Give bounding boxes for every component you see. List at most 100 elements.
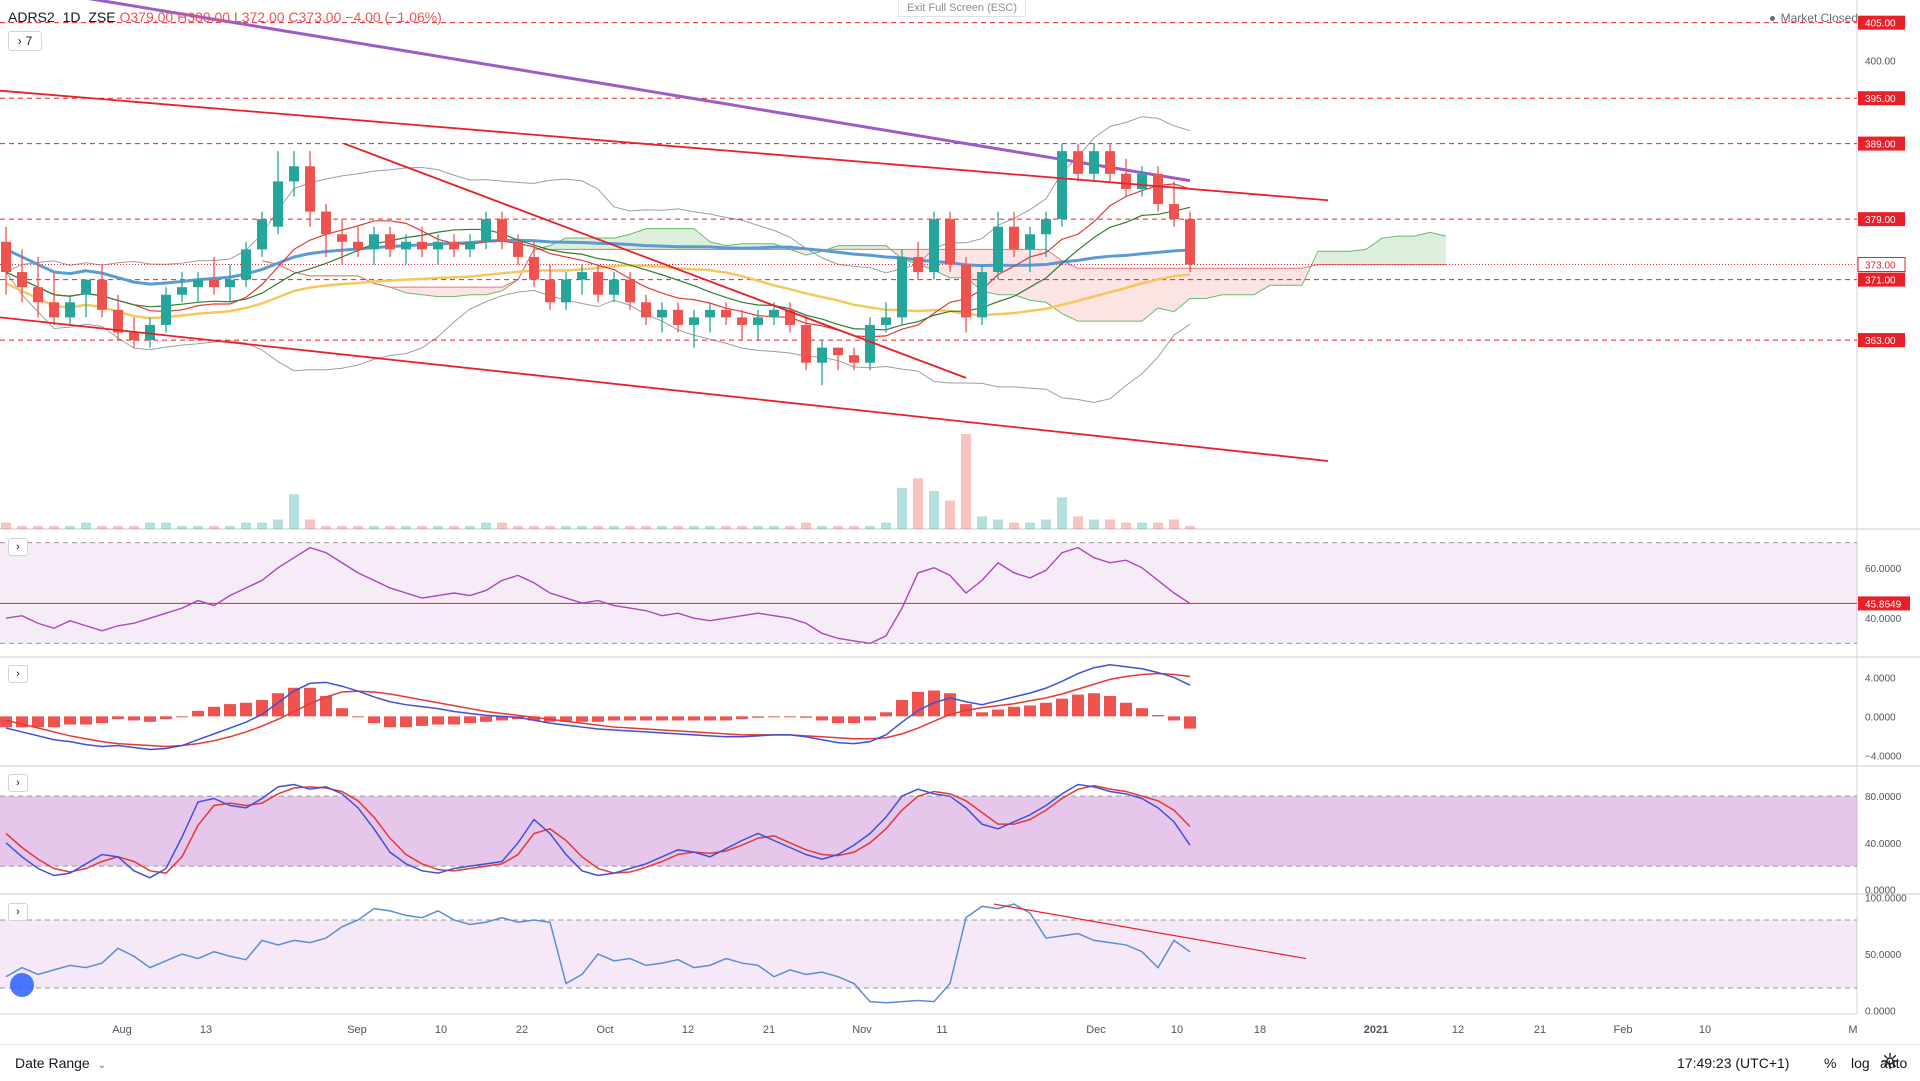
- volume-bar: [225, 525, 235, 529]
- macd-histogram-bar: [384, 716, 396, 728]
- rsi-line: [5, 546, 1191, 645]
- volume-bar: [321, 525, 331, 529]
- volume-bar: [993, 519, 1003, 529]
- rsi-pane-toggle[interactable]: ›: [8, 538, 28, 556]
- chevron-down-icon: ⌄: [97, 1060, 106, 1071]
- ichimoku-cloud-segment: [1046, 249, 1062, 314]
- exchange-label: ZSE: [88, 9, 116, 25]
- macd-histogram-bar: [496, 716, 508, 721]
- candle-body: [273, 181, 283, 227]
- time-axis-label: 21: [1534, 1024, 1546, 1036]
- ichimoku-span-b: [261, 248, 1446, 288]
- volume-bar: [785, 525, 795, 529]
- candle-body: [849, 355, 859, 363]
- chevron-right-icon: ›: [16, 541, 20, 553]
- ichimoku-cloud-segment: [1030, 249, 1046, 303]
- ichimoku-span-a: [261, 228, 1447, 322]
- macd-histogram-bar: [1072, 694, 1084, 717]
- time-axis-label: Nov: [852, 1024, 872, 1036]
- auto-scale-button[interactable]: auto: [1880, 1055, 1908, 1071]
- trendline-descending: [343, 142, 967, 379]
- mfi-trendline: [993, 903, 1307, 960]
- open-value: O379.00: [119, 9, 174, 25]
- candle-body: [385, 234, 395, 250]
- volume-bar: [817, 525, 827, 529]
- symbol-legend: ADRS2 1D ZSE O379.00 H380.00 L372.00 C37…: [8, 9, 442, 25]
- rsi-value-marker: [1858, 596, 1910, 611]
- low-value: L372.00: [233, 9, 285, 25]
- candle-body: [481, 219, 491, 242]
- macd-signal-line: [5, 672, 1191, 748]
- candle-body: [1025, 234, 1035, 250]
- macd-histogram-bar: [1120, 702, 1132, 717]
- candle-body: [49, 302, 59, 318]
- candle-body: [465, 241, 475, 250]
- candle-body: [161, 294, 171, 325]
- stoch-pane-toggle[interactable]: ›: [8, 774, 28, 792]
- macd-histogram-bar: [688, 716, 700, 721]
- ichimoku-cloud-segment: [678, 228, 694, 250]
- volume-bar: [49, 525, 59, 529]
- macd-histogram-bar: [752, 716, 764, 718]
- tv-logo-icon: [10, 973, 34, 997]
- candle-body: [17, 272, 27, 288]
- candle-body: [321, 211, 331, 235]
- ichimoku-cloud-segment: [1110, 268, 1126, 322]
- volume-bar: [625, 525, 635, 529]
- macd-histogram-bar: [976, 712, 988, 717]
- price-axis-label: 363.00: [1865, 336, 1896, 347]
- candle-body: [801, 324, 811, 363]
- macd-line: [5, 664, 1191, 751]
- macd-histogram-bar: [32, 716, 44, 728]
- macd-histogram-bar: [304, 687, 316, 717]
- macd-histogram-bar: [368, 716, 380, 724]
- indicators-toggle-button[interactable]: › 7: [8, 31, 42, 51]
- volume-bar: [1025, 522, 1035, 529]
- percent-scale-button[interactable]: %: [1824, 1055, 1837, 1071]
- candle-body: [1057, 151, 1067, 220]
- time-axis-label: 22: [516, 1024, 528, 1036]
- symbol-name[interactable]: ADRS2: [8, 9, 55, 25]
- mfi-axis-label: 100.0000: [1865, 893, 1907, 904]
- volume-bar: [1073, 516, 1083, 529]
- indicator-band: [0, 796, 1857, 867]
- time-axis-label: Oct: [596, 1024, 613, 1036]
- date-range-button[interactable]: Date Range ⌄: [15, 1055, 106, 1071]
- chevron-right-icon: ›: [16, 777, 20, 789]
- ichimoku-cloud-segment: [1318, 251, 1334, 265]
- candle-body: [897, 256, 907, 318]
- volume-bar: [481, 522, 491, 529]
- candle-body: [353, 241, 363, 250]
- macd-histogram-bar: [1040, 702, 1052, 717]
- candle-body: [673, 309, 683, 325]
- macd-histogram-bar: [848, 716, 860, 724]
- candle-body: [881, 317, 891, 325]
- macd-histogram-bar: [224, 704, 236, 717]
- time-axis-label: 18: [1254, 1024, 1266, 1036]
- date-range-label: Date Range: [15, 1055, 90, 1071]
- volume-bar: [1089, 519, 1099, 529]
- ichimoku-cloud-segment: [1334, 251, 1350, 265]
- exit-fullscreen-button[interactable]: Exit Full Screen (ESC): [898, 0, 1026, 17]
- macd-histogram-bar: [656, 716, 668, 721]
- volume-bar: [945, 500, 955, 529]
- time-axis-label: Feb: [1614, 1024, 1633, 1036]
- volume-bar: [689, 525, 699, 529]
- candle-body: [977, 272, 987, 318]
- market-status: Market Closed: [1769, 11, 1858, 25]
- log-scale-button[interactable]: log: [1851, 1055, 1870, 1071]
- ichimoku-cloud-segment: [1286, 268, 1302, 286]
- ichimoku-cloud-segment: [1190, 268, 1206, 299]
- chart-canvas[interactable]: 405.00 400.00 395.00 389.00 379.00 373.00 371.…: [0, 0, 1920, 1044]
- macd-pane-toggle[interactable]: ›: [8, 665, 28, 683]
- mfi-pane-toggle[interactable]: ›: [8, 903, 28, 921]
- volume-bar: [849, 525, 859, 529]
- time-axis-label: 10: [1699, 1024, 1711, 1036]
- volume-bar: [161, 522, 171, 529]
- macd-histogram-bar: [1088, 693, 1100, 717]
- candle-body: [625, 279, 635, 303]
- macd-histogram-bar: [720, 716, 732, 721]
- price-axis-marker: [1858, 91, 1905, 106]
- settings-gear-icon[interactable]: [1881, 1052, 1899, 1070]
